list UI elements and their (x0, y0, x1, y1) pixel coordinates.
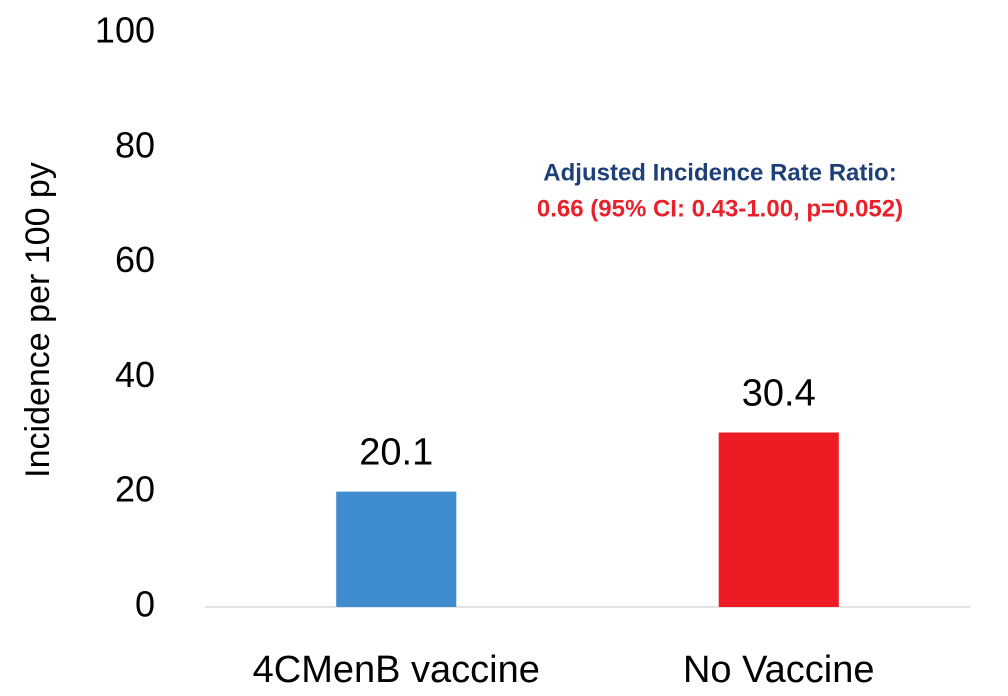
y-tick-label: 60 (115, 239, 155, 280)
annotation: 0.66 (95% CI: 0.43-1.00, p=0.052) (537, 195, 903, 222)
annotation: Adjusted Incidence Rate Ratio: (543, 159, 896, 186)
y-tick-label: 80 (115, 124, 155, 165)
y-tick-label: 20 (115, 469, 155, 510)
y-tick-label: 0 (135, 584, 155, 625)
x-tick-label: No Vaccine (683, 649, 875, 691)
y-tick-label: 100 (95, 10, 155, 51)
y-axis-title: Incidence per 100 py (19, 162, 57, 478)
y-tick-label: 40 (115, 354, 155, 395)
value-label: 30.4 (742, 373, 816, 415)
x-tick-label: 4CMenB vaccine (253, 649, 540, 691)
bar (718, 432, 839, 607)
bar (336, 491, 457, 607)
value-label: 20.1 (359, 432, 433, 474)
